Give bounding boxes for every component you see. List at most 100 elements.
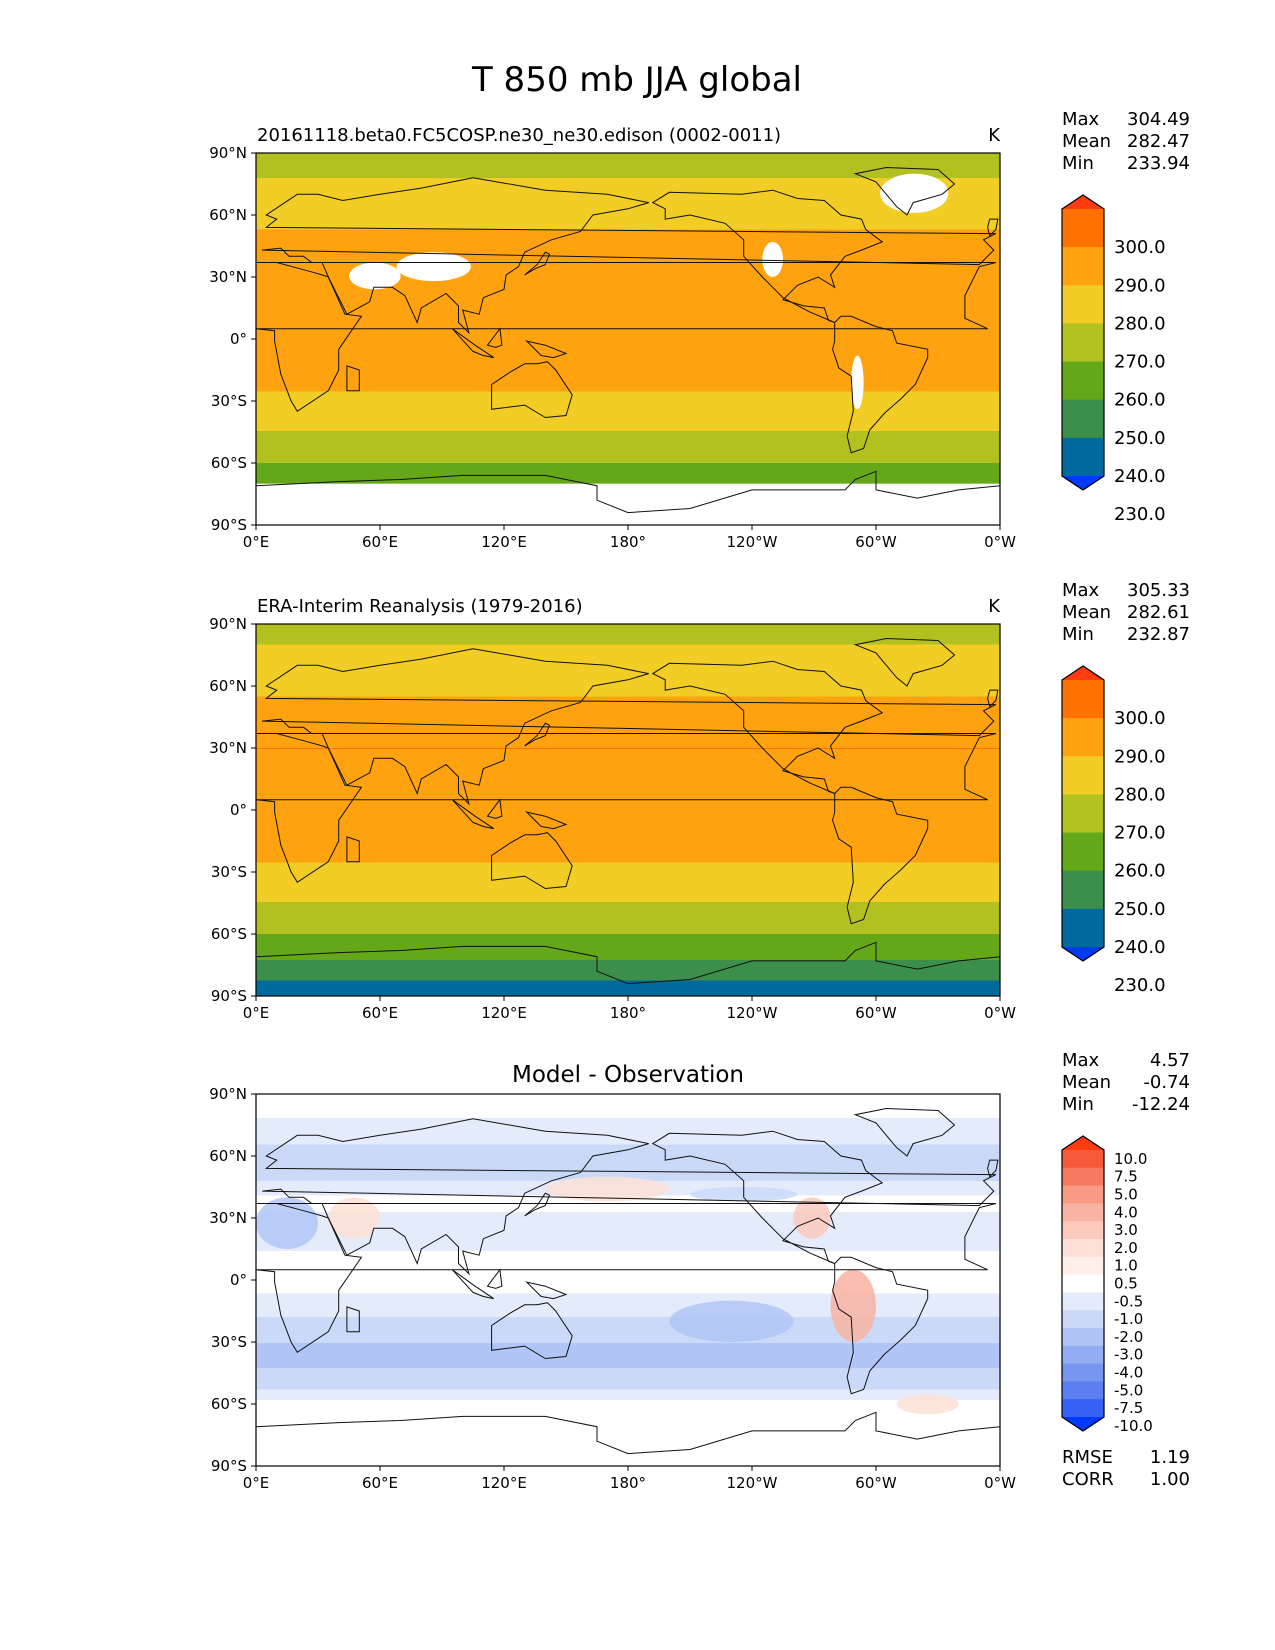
colorbar-tick-label: 270.0 — [1114, 823, 1166, 844]
coastline — [651, 189, 884, 323]
colorbar-outline — [1061, 665, 1105, 962]
colorbar-tick-label: 2.0 — [1114, 1239, 1138, 1257]
x-tick-label: 180° — [610, 1004, 646, 1022]
coastline — [256, 941, 1000, 996]
x-tick-label: 60°W — [855, 1474, 897, 1492]
colorbar-segment — [1062, 1345, 1104, 1365]
x-tick-label: 180° — [610, 1474, 646, 1492]
colorbar-segment — [1062, 908, 1104, 948]
coastline — [491, 361, 573, 419]
colorbar-extend-max — [1062, 666, 1104, 680]
colorbar-segment — [1062, 1239, 1104, 1258]
colorbar: 10.07.55.04.03.02.01.00.5-0.5-1.0-2.0-3.… — [1061, 1135, 1153, 1435]
coastline — [262, 1118, 997, 1276]
y-tick-label: 90°N — [209, 615, 247, 633]
colorbar-tick-label: 280.0 — [1114, 784, 1166, 805]
stat-label: Mean — [1062, 602, 1111, 623]
missing-data-region — [396, 252, 471, 282]
panel-units: K — [988, 125, 1001, 146]
colorbar-segment — [1062, 1381, 1104, 1400]
map-field — [256, 624, 1000, 996]
y-tick-label: 60°S — [211, 925, 247, 943]
y-tick-label: 60°N — [209, 677, 247, 695]
anomaly-region — [328, 1197, 380, 1239]
coastline — [524, 722, 551, 747]
panel-title: Model - Observation — [512, 1062, 744, 1088]
coastline — [346, 836, 360, 863]
coastline — [651, 660, 884, 794]
anomaly-region — [830, 1269, 876, 1343]
zonal-field — [256, 1094, 1000, 1466]
stat-label: Min — [1062, 153, 1094, 174]
colorbar-tick-label: 250.0 — [1114, 428, 1166, 449]
coastline — [987, 1159, 999, 1178]
x-tick-label: 0°W — [984, 1474, 1016, 1492]
x-tick-label: 60°W — [855, 533, 897, 551]
colorbar-extend-min — [1062, 476, 1104, 490]
figure-title: T 850 mb JJA global — [471, 60, 802, 100]
x-tick-label: 120°E — [481, 1004, 527, 1022]
y-tick-label: 30°S — [211, 1333, 247, 1351]
coastline — [853, 1107, 956, 1157]
colorbar-segment — [1062, 1310, 1104, 1329]
stat-value: -12.24 — [1132, 1094, 1190, 1115]
coastline — [853, 166, 956, 216]
colorbar-tick-label: -7.5 — [1114, 1399, 1143, 1417]
coastline — [832, 315, 929, 454]
missing-data-region — [762, 241, 784, 277]
stat-value: -0.74 — [1143, 1072, 1190, 1093]
coastline — [256, 262, 997, 413]
panel-units: K — [988, 596, 1001, 617]
coastline — [486, 1268, 503, 1289]
colorbar-tick-label: 290.0 — [1114, 275, 1166, 296]
x-tick-label: 60°W — [855, 1004, 897, 1022]
panel-title: 20161118.beta0.FC5COSP.ne30_ne30.edison … — [257, 125, 781, 146]
coastline — [832, 786, 929, 925]
y-tick-label: 30°N — [209, 1209, 247, 1227]
x-tick-label: 120°E — [481, 533, 527, 551]
colorbar-segment — [1062, 1221, 1104, 1240]
coastline — [262, 648, 997, 806]
y-tick-label: 90°N — [209, 1085, 247, 1103]
x-tick-label: 0°W — [984, 533, 1016, 551]
y-tick-label: 90°S — [211, 987, 247, 1005]
colorbar-segment — [1062, 1274, 1104, 1293]
x-tick-label: 120°W — [727, 1474, 778, 1492]
y-tick-label: 90°S — [211, 1457, 247, 1475]
y-tick-label: 60°N — [209, 1147, 247, 1165]
colorbar: 300.0 290.0 280.0 270.0 260.0 250.0 240.0 230.0 — [1061, 665, 1166, 996]
coastline — [525, 1281, 568, 1300]
colorbar-tick-label: 1.0 — [1114, 1257, 1138, 1275]
coastline — [525, 340, 568, 359]
colorbar-segment — [1062, 323, 1104, 363]
colorbar-tick-label: 230.0 — [1114, 975, 1166, 996]
x-tick-label: 60°E — [362, 1004, 398, 1022]
colorbar-segment — [1062, 399, 1104, 439]
corr-label: CORR — [1062, 1469, 1114, 1490]
coastline — [346, 1306, 360, 1333]
anomaly-region — [793, 1197, 831, 1239]
colorbar-tick-label: 3.0 — [1114, 1221, 1138, 1239]
colorbar-tick-label: 240.0 — [1114, 937, 1166, 958]
colorbar-segment — [1062, 247, 1104, 286]
colorbar-tick-label: -1.0 — [1114, 1310, 1143, 1328]
anomaly-region — [256, 1197, 318, 1249]
colorbar-tick-label: 5.0 — [1114, 1186, 1138, 1204]
colorbar-tick-label: 290.0 — [1114, 746, 1166, 767]
zonal-field — [256, 624, 1000, 996]
colorbar-tick-label: 10.0 — [1114, 1150, 1147, 1168]
colorbar-segment — [1062, 437, 1104, 477]
colorbar-tick-label: -3.0 — [1114, 1346, 1143, 1364]
colorbar: 300.0 290.0 280.0 270.0 260.0 250.0 240.0 230.0 — [1061, 194, 1166, 525]
colorbar-outline — [1061, 1135, 1105, 1432]
colorbar-tick-label: 240.0 — [1114, 466, 1166, 487]
missing-data-region — [256, 483, 1000, 525]
coastline — [262, 177, 997, 335]
stat-value: 232.87 — [1127, 624, 1190, 645]
colorbar-segment — [1062, 1167, 1104, 1187]
colorbar-segment — [1062, 756, 1104, 795]
stat-label: Min — [1062, 624, 1094, 645]
colorbar-tick-label: -4.0 — [1114, 1364, 1143, 1382]
stat-label: Mean — [1062, 1072, 1111, 1093]
